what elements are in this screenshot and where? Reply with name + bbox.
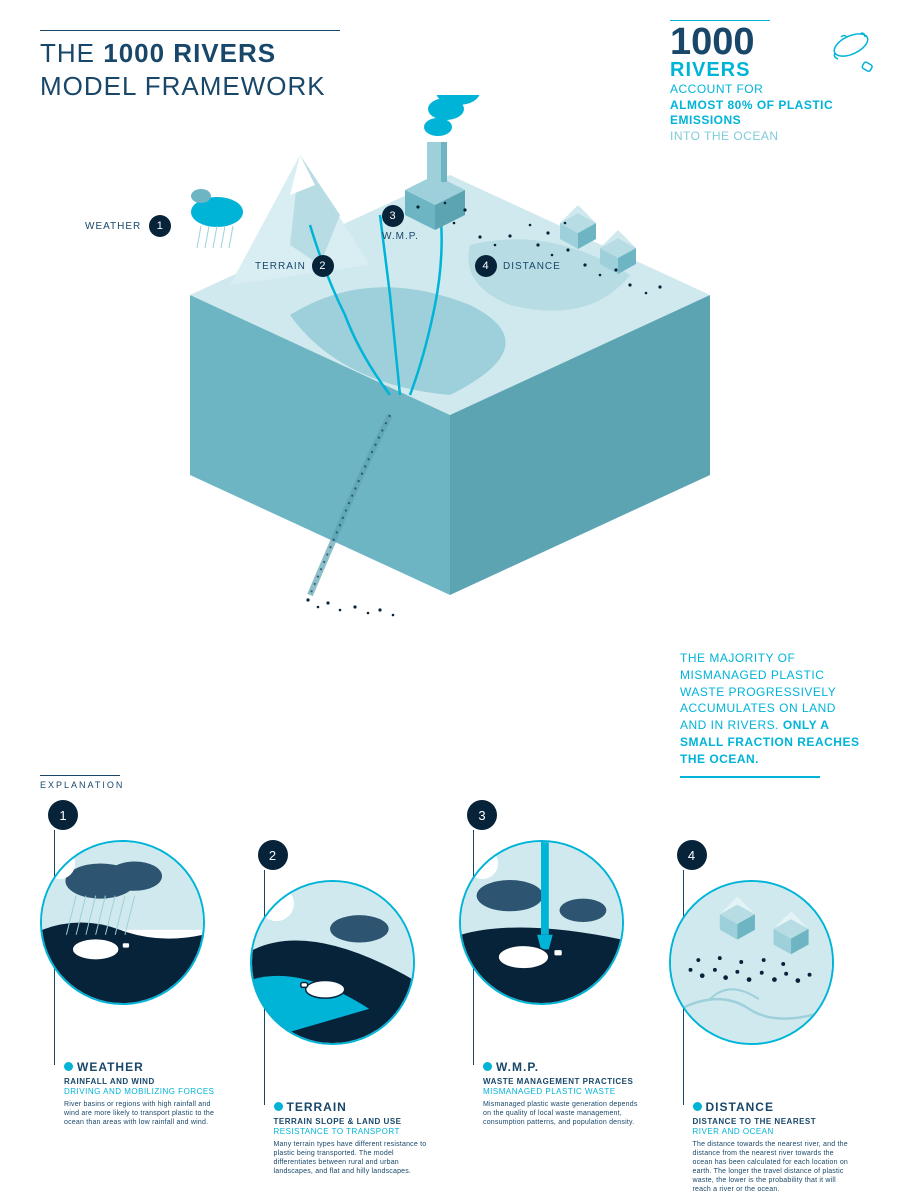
explanation-item-wmp: 3 W.M.P. WAST — [459, 800, 651, 1150]
explanation-num: 4 — [677, 840, 707, 870]
title-rule — [40, 30, 340, 31]
marker-label: WEATHER — [85, 221, 141, 232]
marker-wmp: 3 W.M.P. — [382, 205, 404, 227]
explanation-grid: 1 — [40, 800, 860, 1150]
marker-weather: WEATHER 1 — [85, 215, 171, 237]
explanation-illustration — [40, 840, 205, 1005]
explanation-body: The distance towards the nearest river, … — [693, 1140, 853, 1194]
explanation-body: Mismanaged plastic waste generation depe… — [483, 1100, 643, 1127]
explanation-sub2: RESISTANCE TO TRANSPORT — [274, 1127, 434, 1136]
explanation-sub: RAINFALL AND WIND — [64, 1077, 224, 1087]
explanation-body: River basins or regions with high rainfa… — [64, 1100, 224, 1127]
explanation-illustration — [669, 880, 834, 1045]
explanation-head: DISTANCE — [693, 1100, 853, 1114]
marker-label: W.M.P. — [382, 231, 432, 242]
explanation-text: TERRAIN TERRAIN SLOPE & LAND USE RESISTA… — [274, 1100, 434, 1176]
marker-distance: 4 DISTANCE — [475, 255, 561, 277]
title-line1-pre: THE — [40, 38, 103, 68]
explanation-label: EXPLANATION — [40, 775, 124, 790]
main-title: THE 1000 RIVERS MODEL FRAMEWORK — [40, 30, 340, 102]
marker-terrain: TERRAIN 2 — [255, 255, 334, 277]
explanation-item-terrain: 2 TERRAIN TERRAIN SLOPE & LAND USE — [250, 800, 442, 1150]
explanation-text: W.M.P. WASTE MANAGEMENT PRACTICES MISMAN… — [483, 1060, 643, 1127]
explanation-item-weather: 1 — [40, 800, 232, 1150]
bottle-icon — [823, 25, 878, 85]
explanation-text: WEATHER RAINFALL AND WIND DRIVING AND MO… — [64, 1060, 224, 1127]
explanation-num: 1 — [48, 800, 78, 830]
explanation-num: 2 — [258, 840, 288, 870]
explanation-item-distance: 4 — [669, 800, 861, 1150]
explanation-body: Many terrain types have different resist… — [274, 1140, 434, 1176]
explanation-sub2: RIVER AND OCEAN — [693, 1127, 853, 1136]
explanation-head: WEATHER — [64, 1060, 224, 1074]
marker-num: 2 — [312, 255, 334, 277]
isometric-diagram — [90, 95, 810, 625]
marker-num: 1 — [149, 215, 171, 237]
explanation-sub: TERRAIN SLOPE & LAND USE — [274, 1117, 434, 1127]
infographic-page: THE 1000 RIVERS MODEL FRAMEWORK 1000 RIV… — [0, 0, 900, 1177]
side-rule — [680, 776, 820, 778]
explanation-illustration — [459, 840, 624, 1005]
marker-label: DISTANCE — [503, 261, 561, 272]
title-line1-bold: 1000 RIVERS — [103, 38, 276, 68]
explanation-sub2: DRIVING AND MOBILIZING FORCES — [64, 1087, 224, 1096]
side-text: THE MAJORITY OF MISMANAGED PLASTIC WASTE… — [680, 650, 860, 778]
marker-num: 3 — [382, 205, 404, 227]
explanation-head: W.M.P. — [483, 1060, 643, 1074]
explanation-sub2: MISMANAGED PLASTIC WASTE — [483, 1087, 643, 1096]
explanation-text: DISTANCE DISTANCE TO THE NEAREST RIVER A… — [693, 1100, 853, 1194]
marker-num: 4 — [475, 255, 497, 277]
explanation-head: TERRAIN — [274, 1100, 434, 1114]
marker-label: TERRAIN — [255, 261, 306, 272]
explanation-num: 3 — [467, 800, 497, 830]
explanation-illustration — [250, 880, 415, 1045]
explanation-sub: DISTANCE TO THE NEAREST — [693, 1117, 853, 1127]
explanation-sub: WASTE MANAGEMENT PRACTICES — [483, 1077, 643, 1087]
